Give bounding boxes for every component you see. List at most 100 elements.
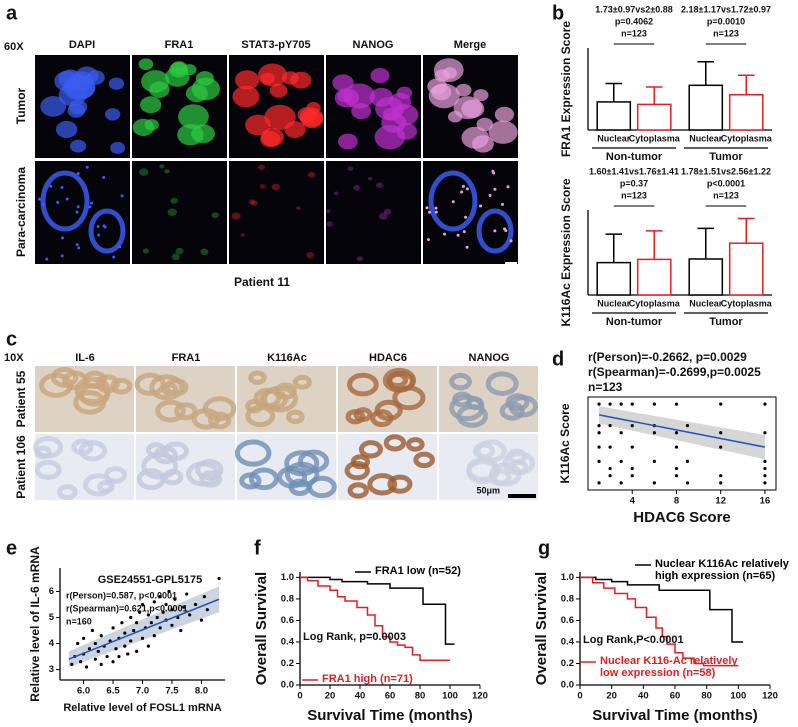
- y-tick-label: 0.0: [281, 680, 294, 691]
- tissue: [387, 474, 413, 494]
- category-label: Nuclear: [689, 133, 723, 143]
- cell-cluster: [488, 120, 518, 144]
- data-point: [719, 431, 723, 435]
- chart-title: GSE24551-GPL5175: [98, 574, 203, 586]
- data-point: [608, 424, 612, 428]
- tissue: [383, 434, 407, 452]
- cell-dot: [509, 239, 513, 243]
- data-point: [674, 466, 679, 471]
- bar: [596, 101, 632, 131]
- channel-label: Merge: [454, 39, 486, 51]
- x-axis-label: Survival Time (months): [307, 707, 473, 724]
- cell-cluster: [461, 126, 489, 149]
- y-tick-label: 1.0: [561, 572, 574, 583]
- cell-cluster: [240, 233, 245, 237]
- cell-cluster: [337, 133, 358, 150]
- legend-entry: Nuclear K116-Ac relatively low expressio…: [600, 655, 738, 679]
- row-label: Para-carcinoma: [14, 167, 28, 257]
- data-point: [120, 621, 124, 625]
- cell-cluster: [326, 221, 334, 227]
- cell-dot: [75, 210, 79, 214]
- data-point: [84, 665, 89, 669]
- cell-cluster: [494, 106, 515, 123]
- data-point: [170, 623, 174, 627]
- x-tick-label: 40: [355, 691, 366, 702]
- cell-dot: [41, 202, 45, 206]
- cell-cluster: [326, 209, 331, 214]
- tissue: [472, 442, 496, 460]
- cell-cluster: [159, 164, 165, 169]
- tissue: [284, 450, 320, 477]
- data-point: [123, 631, 127, 635]
- scale-bar-label: 50μm: [476, 485, 500, 495]
- cell-dot: [112, 255, 116, 259]
- data-point: [619, 431, 623, 435]
- x-tick-label: 6.0: [77, 686, 90, 697]
- cell-cluster: [347, 166, 354, 171]
- data-point: [674, 445, 679, 449]
- magnification: 10X: [4, 352, 24, 364]
- cell-dot: [434, 206, 438, 210]
- data-point: [597, 481, 601, 485]
- tissue: [202, 396, 237, 422]
- stat-annotation: p<0.0001: [707, 178, 745, 188]
- y-axis-label: K116Ac Score: [558, 403, 572, 483]
- data-point: [79, 660, 83, 664]
- regression-line: [598, 414, 766, 448]
- stain-label: FRA1: [172, 352, 201, 364]
- nucleus-ring: [428, 170, 478, 232]
- data-point: [111, 660, 115, 664]
- tissue: [39, 372, 73, 398]
- tissue: [347, 372, 379, 397]
- tissue: [261, 385, 298, 413]
- data-point: [674, 431, 679, 435]
- stat-annotation: n=123: [713, 190, 739, 200]
- data-point: [129, 615, 133, 620]
- stat-annotation: p=0.37: [620, 178, 648, 188]
- data-point: [619, 481, 623, 485]
- data-point: [685, 424, 690, 428]
- cell-dot: [97, 233, 101, 237]
- tissue: [284, 461, 320, 488]
- micrograph: [326, 161, 421, 264]
- cell-cluster: [351, 103, 372, 120]
- survival-curve: [300, 576, 450, 661]
- data-point: [619, 459, 623, 463]
- data-point: [152, 634, 156, 638]
- y-tick-label: 0.2: [281, 658, 294, 669]
- x-tick-label: 100: [442, 691, 458, 702]
- cell-cluster: [232, 85, 260, 108]
- data-point: [608, 466, 612, 471]
- y-tick-label: 0.0: [561, 680, 574, 691]
- cell-cluster: [191, 124, 215, 144]
- data-point: [158, 626, 162, 630]
- x-tick-label: 8.0: [195, 686, 208, 697]
- legend-entry: Nuclear K116Ac relatively high expressio…: [655, 558, 789, 582]
- y-axis-label: K116Ac Expression Score: [559, 178, 573, 326]
- data-point: [763, 474, 767, 478]
- legend-entry: FRA1 high (n=71): [322, 673, 413, 685]
- cell-dot: [102, 224, 106, 228]
- x-tick-label: 7.5: [165, 686, 179, 697]
- data-point: [597, 431, 601, 435]
- tissue: [413, 451, 435, 469]
- cell-cluster: [337, 89, 353, 103]
- cell-dot: [461, 184, 465, 188]
- image-background: [229, 161, 324, 264]
- tissue: [248, 467, 279, 491]
- survival-curve: [580, 576, 744, 643]
- tissue: [382, 367, 417, 393]
- data-point: [652, 459, 656, 463]
- cell-dot: [38, 197, 42, 201]
- regression-line: [68, 598, 220, 660]
- plot-frame: [587, 396, 777, 491]
- cell-cluster: [455, 83, 472, 97]
- category-label: Nuclear: [689, 298, 723, 308]
- data-point: [161, 610, 165, 614]
- cell-dot: [465, 245, 469, 249]
- tissue: [160, 382, 178, 396]
- micrograph: [423, 161, 518, 264]
- data-point: [763, 459, 767, 463]
- micrograph: [439, 434, 538, 500]
- data-point: [719, 402, 723, 406]
